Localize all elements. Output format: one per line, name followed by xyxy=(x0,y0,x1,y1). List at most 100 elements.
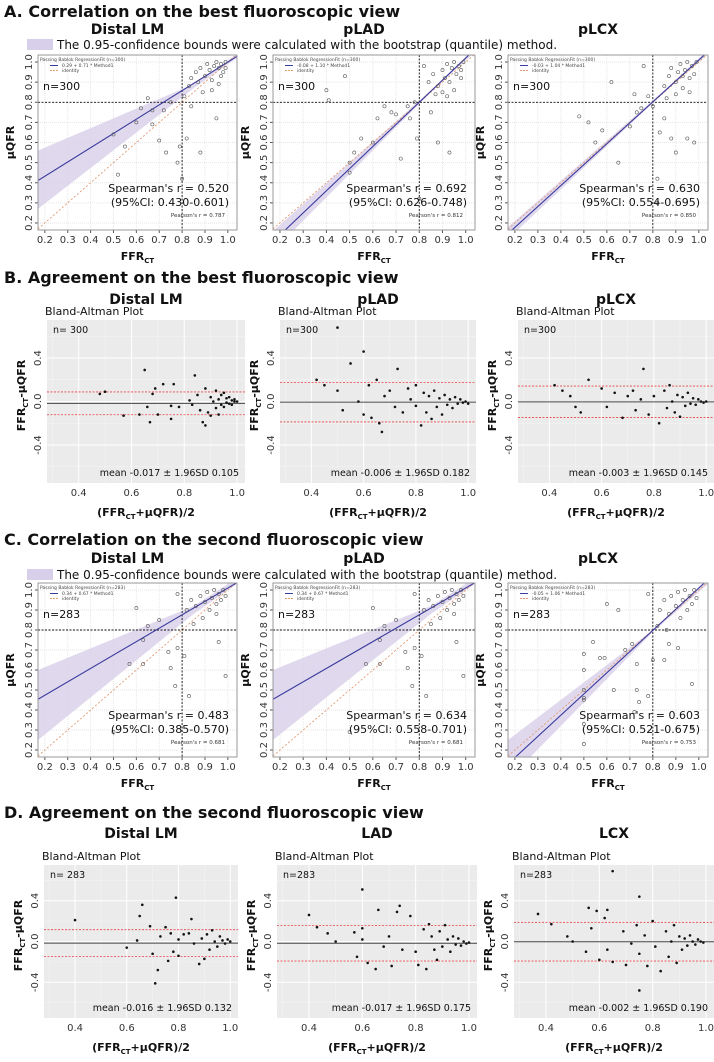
data-point xyxy=(363,662,368,666)
data-point xyxy=(182,654,187,658)
legend-identity: identity xyxy=(532,68,550,74)
data-point xyxy=(141,662,146,666)
x-tick-label: 1.0 xyxy=(460,488,476,499)
data-point xyxy=(323,383,326,387)
data-point xyxy=(657,421,661,425)
data-point xyxy=(216,592,221,596)
chart-title: Distal LM xyxy=(91,22,164,38)
x-tick-label: 0.3 xyxy=(530,762,546,773)
n-label: n=283 xyxy=(513,608,550,621)
data-point xyxy=(388,389,392,392)
data-point xyxy=(414,383,418,387)
data-point xyxy=(584,950,588,953)
data-point xyxy=(193,70,198,74)
data-point xyxy=(579,411,583,414)
data-point xyxy=(643,934,646,937)
data-point xyxy=(362,413,365,416)
data-point xyxy=(361,938,364,941)
data-point xyxy=(134,120,139,125)
data-point xyxy=(209,395,212,399)
plot-area xyxy=(508,583,708,757)
data-point xyxy=(196,80,201,85)
data-point xyxy=(198,66,203,70)
data-point xyxy=(440,413,444,416)
data-point xyxy=(673,411,677,414)
legend-title: Passing Bablok RegressionFit (n=300) xyxy=(275,57,360,63)
x-tick-label: 0.8 xyxy=(176,488,192,499)
n-label: n= 300 xyxy=(53,325,88,336)
data-point xyxy=(166,650,171,654)
data-point xyxy=(357,400,360,403)
data-point xyxy=(222,391,226,395)
data-point xyxy=(452,88,457,93)
data-point xyxy=(687,594,692,598)
data-point xyxy=(676,590,681,594)
data-point xyxy=(459,398,462,401)
data-point xyxy=(689,402,692,405)
data-point xyxy=(347,160,352,165)
data-point xyxy=(151,952,154,956)
data-point xyxy=(225,401,228,404)
data-point xyxy=(454,72,459,77)
data-point xyxy=(704,400,708,403)
y-tick-label: 0.2 xyxy=(494,215,505,231)
x-tick-label: 0.8 xyxy=(408,488,424,499)
x-tick-label: 0.2 xyxy=(37,235,53,246)
x-tick-label: 0.6 xyxy=(591,1023,607,1034)
data-point xyxy=(233,398,236,401)
data-point xyxy=(694,596,699,600)
data-point xyxy=(550,922,553,926)
x-tick-label: 0.6 xyxy=(128,235,144,246)
y-tick-label: 0.9 xyxy=(494,602,505,618)
identity-line xyxy=(38,55,237,230)
data-point xyxy=(153,982,157,985)
data-point xyxy=(223,66,228,70)
x-axis-label: FFRCT xyxy=(121,777,155,792)
data-point xyxy=(696,938,700,941)
chart-title: pLAD xyxy=(343,551,384,567)
data-point xyxy=(430,935,433,938)
chart-bland-altman-plad: pLAD 0.4 0.6 0.8 1.0 -0.4 0.0 0.4 Bland-Altman P… xyxy=(248,292,476,521)
data-point xyxy=(590,926,593,930)
data-point xyxy=(638,989,641,992)
x-axis-label: (FFRCT+μQFR)/2 xyxy=(97,506,195,521)
data-point xyxy=(465,942,468,945)
x-tick-label: 0.4 xyxy=(541,488,557,499)
y-tick-label: 1.0 xyxy=(24,582,35,598)
data-point xyxy=(422,64,426,68)
data-point xyxy=(621,416,624,420)
data-point xyxy=(422,608,426,612)
x-tick-label: 1.0 xyxy=(458,762,474,773)
data-point xyxy=(157,618,162,622)
data-point xyxy=(630,942,633,945)
data-point xyxy=(440,68,445,72)
data-point xyxy=(639,398,643,401)
data-point xyxy=(626,394,630,398)
x-tick-label: 0.4 xyxy=(301,1023,317,1034)
data-point xyxy=(219,393,223,397)
data-point xyxy=(442,76,447,81)
data-point xyxy=(685,608,690,612)
y-axis-label-part: FFR xyxy=(15,407,28,431)
data-point xyxy=(452,612,457,616)
y-tick-label: 0.4 xyxy=(259,702,270,718)
x-axis-label-sub: CT xyxy=(121,1048,131,1056)
data-point xyxy=(219,598,223,602)
data-point xyxy=(454,640,459,644)
x-tick-label: 0.9 xyxy=(197,235,213,246)
data-point xyxy=(387,935,391,938)
x-tick-label: 0.2 xyxy=(272,235,288,246)
x-tick-label: 0.6 xyxy=(365,762,381,773)
data-point xyxy=(587,906,590,910)
data-point xyxy=(449,588,454,592)
data-point xyxy=(654,945,657,948)
x-tick-label: 1.0 xyxy=(220,235,236,246)
plot-area xyxy=(514,865,714,1018)
plot-area xyxy=(273,55,475,230)
data-point xyxy=(454,943,457,946)
x-tick-label: 0.8 xyxy=(411,235,427,246)
data-point xyxy=(425,411,428,414)
y-axis-label-part: FFR xyxy=(486,407,499,431)
data-point xyxy=(221,588,226,592)
legend-identity: identity xyxy=(62,68,80,74)
